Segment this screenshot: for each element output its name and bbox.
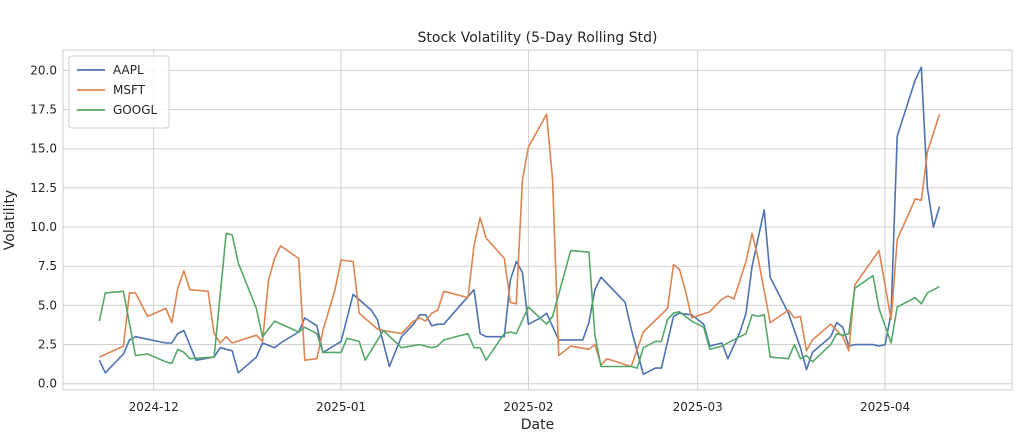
series-line-msft <box>98 113 941 368</box>
y-tick-label: 15.0 <box>30 142 57 156</box>
legend-label-googl: GOOGL <box>113 103 157 117</box>
x-tick-label: 2025-03 <box>673 400 723 414</box>
series-layer <box>98 66 941 376</box>
x-tick-label: 2025-01 <box>316 400 366 414</box>
legend: AAPL MSFT GOOGL <box>68 55 170 129</box>
plot-frame <box>62 49 1013 391</box>
x-tick-label: 2024-12 <box>129 400 179 414</box>
series-line-googl <box>98 232 940 369</box>
chart-title: Stock Volatility (5-Day Rolling Std) <box>418 30 658 46</box>
y-tick-label: 10.0 <box>30 220 57 234</box>
legend-label-aapl: AAPL <box>113 63 144 77</box>
y-tick-label: 7.5 <box>38 259 57 273</box>
x-tick-label: 2025-04 <box>860 400 910 414</box>
y-tick-label: 5.0 <box>38 298 57 312</box>
x-tick-label: 2025-02 <box>503 400 553 414</box>
y-tick-label: 0.0 <box>38 377 57 391</box>
axis-layer: 0.0 2.5 5.0 7.5 10.0 12.5 15.0 17.5 20.0 2024-12 2… <box>30 63 910 414</box>
legend-label-msft: MSFT <box>113 83 146 97</box>
y-tick-label: 2.5 <box>38 338 57 352</box>
grid-layer <box>63 50 1012 390</box>
y-tick-label: 17.5 <box>30 103 57 117</box>
x-axis-title: Date <box>521 417 554 433</box>
y-axis-title: Volatility <box>2 190 18 250</box>
y-tick-label: 12.5 <box>30 181 57 195</box>
y-tick-label: 20.0 <box>30 63 57 77</box>
